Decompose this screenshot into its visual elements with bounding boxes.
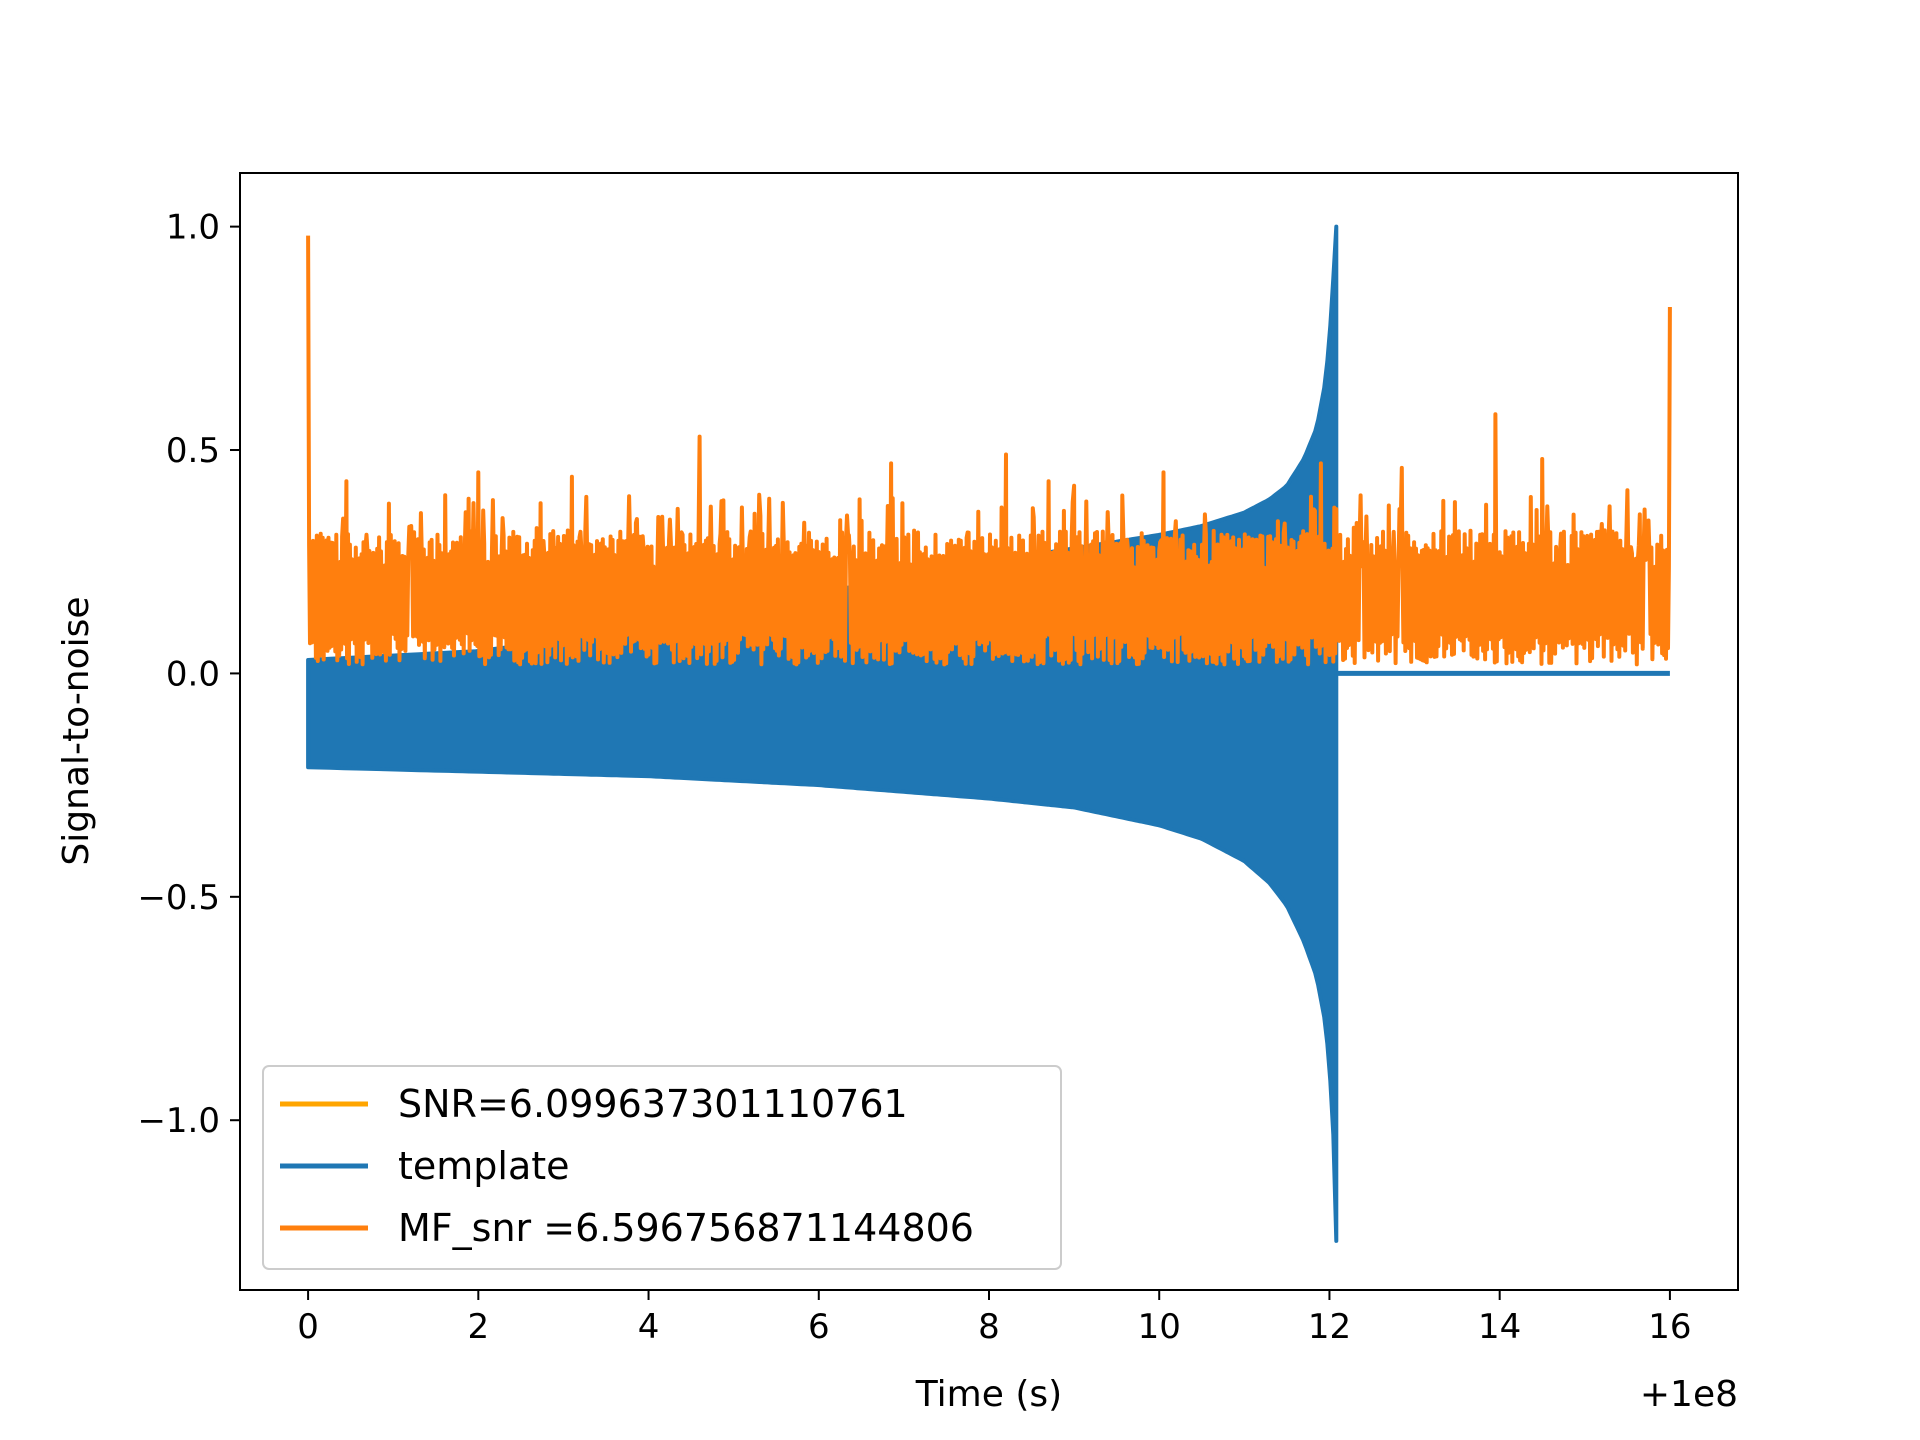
y-tick-label: 0.5 <box>166 431 220 471</box>
x-tick-label: 14 <box>1478 1307 1521 1347</box>
y-axis-label: Signal-to-noise <box>56 596 97 865</box>
plot-area <box>239 172 1739 1291</box>
x-tick-label: 0 <box>297 1307 319 1347</box>
y-axis: 1.0 0.5 0.0 −0.5 −1.0 <box>137 208 240 1141</box>
y-tick-label: −1.0 <box>137 1101 220 1141</box>
x-offset-label: +1e8 <box>1640 1374 1738 1415</box>
x-tick-label: 2 <box>467 1307 489 1347</box>
y-tick-label: −0.5 <box>137 878 220 918</box>
x-axis-label: Time (s) <box>915 1374 1062 1415</box>
mf-snr-line <box>306 235 1672 667</box>
x-tick-label: 8 <box>978 1307 1000 1347</box>
y-tick-label: 0.0 <box>166 654 220 694</box>
y-tick-label: 1.0 <box>166 208 220 248</box>
legend: SNR=6.099637301110761 template MF_snr =6.… <box>262 1065 1062 1270</box>
legend-box <box>262 1065 1062 1270</box>
x-tick-label: 10 <box>1138 1307 1181 1347</box>
legend-label: SNR=6.099637301110761 <box>398 1082 908 1126</box>
legend-label: MF_snr =6.596756871144806 <box>398 1206 974 1250</box>
x-tick-label: 12 <box>1308 1307 1351 1347</box>
legend-label: template <box>398 1144 570 1188</box>
series-layer <box>306 224 1672 1243</box>
x-axis: 0 2 4 6 8 10 12 14 16 <box>297 1290 1692 1347</box>
x-tick-label: 4 <box>638 1307 660 1347</box>
x-tick-label: 16 <box>1648 1307 1691 1347</box>
x-tick-label: 6 <box>808 1307 830 1347</box>
